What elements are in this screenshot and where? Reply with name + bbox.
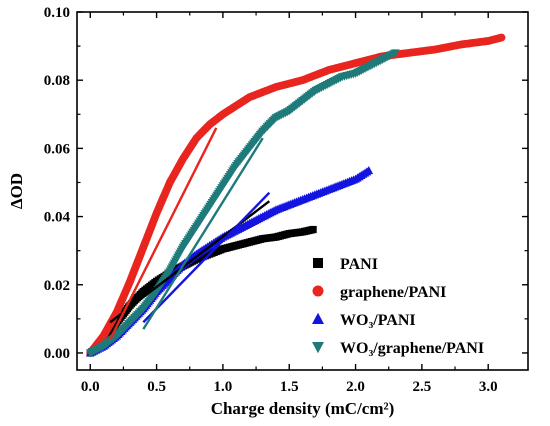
- x-tick-label: 2.0: [346, 379, 365, 395]
- x-axis-title: Charge density (mC/cm²): [211, 399, 395, 418]
- plot-frame: [76, 11, 529, 371]
- y-tick-label: 0.02: [44, 278, 70, 294]
- y-tick-label: 0.08: [44, 73, 70, 89]
- fit-lines-layer: [109, 127, 271, 340]
- legend-marker: [312, 342, 324, 354]
- y-tick-label: 0.06: [44, 141, 71, 157]
- x-tick-label: 0.0: [81, 379, 100, 395]
- y-tick-label: 0.00: [44, 346, 70, 362]
- plot-border: [76, 11, 529, 371]
- data-point: [497, 33, 506, 42]
- data-point: [309, 225, 317, 234]
- series-layer: [85, 33, 506, 358]
- y-axis-title: ΔOD: [7, 173, 26, 209]
- x-tick-label: 2.5: [413, 379, 432, 395]
- legend: PANI graphene/PANI WO₃/PANI WO₃/graphene/PA…: [312, 256, 484, 357]
- x-tick-label: 0.5: [147, 379, 166, 395]
- legend-label: PANI: [340, 256, 378, 273]
- fit-line-3: [142, 137, 264, 330]
- y-tick-label: 0.04: [44, 210, 71, 226]
- x-tick-label: 3.0: [479, 379, 498, 395]
- fit-line-1: [109, 127, 218, 340]
- data-point: [364, 166, 374, 175]
- y-tick-label: 0.10: [44, 5, 70, 21]
- axis-ticks: 0.0 0.5 1.0 1.5 2.0 2.5 3.0 0.00 0.02 0.04 0.06 0.0…: [44, 5, 528, 395]
- series-3: [85, 49, 400, 358]
- legend-label: WO₃/graphene/PANI: [340, 340, 484, 357]
- data-point: [391, 49, 400, 58]
- legend-label: graphene/PANI: [340, 284, 446, 301]
- x-tick-label: 1.0: [214, 379, 233, 395]
- series-2: [85, 166, 374, 357]
- x-tick-label: 1.5: [280, 379, 299, 395]
- legend-marker: [312, 312, 324, 324]
- legend-label: WO₃/PANI: [340, 312, 416, 329]
- fit-line-2: [142, 191, 271, 324]
- legend-marker: [313, 258, 323, 268]
- legend-marker: [312, 285, 324, 297]
